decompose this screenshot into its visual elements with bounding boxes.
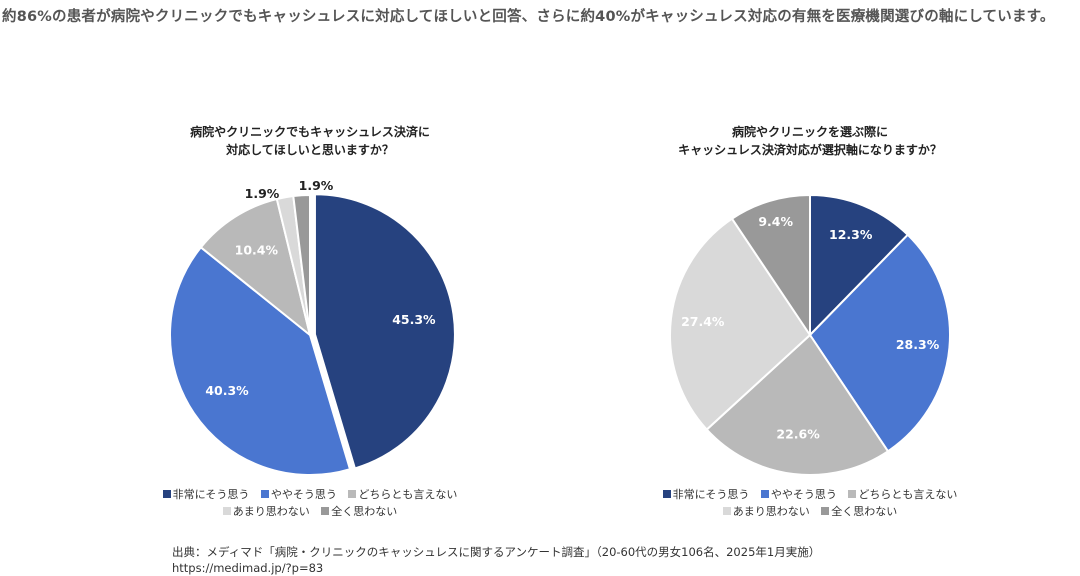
legend-label: ややそう思う: [270, 488, 337, 501]
source-citation: 出典：メディマド「病院・クリニックのキャッシュレスに関するアンケート調査」（20…: [172, 545, 821, 559]
chart2-legend-item: どちらとも言えない: [848, 486, 957, 503]
legend-label: ややそう思う: [770, 488, 837, 501]
chart2-legend-row1: 非常にそう思う ややそう思う どちらとも言えない: [610, 486, 1010, 503]
chart1-legend-item: ややそう思う: [260, 486, 337, 503]
pie-slice: [313, 193, 456, 470]
headline: 約86%の患者が病院やクリニックでもキャッシュレスに対応してほしいと回答、さらに…: [2, 9, 1055, 25]
legend-label: どちらとも言えない: [358, 488, 458, 501]
slice-value-label: 9.4%: [758, 214, 793, 229]
chart2-title-line2: キャッシュレス決済対応が選択軸になりますか？: [678, 143, 942, 157]
pie-slice: [169, 245, 352, 476]
slice-value-label: 12.3%: [829, 227, 873, 242]
legend-swatch: [162, 490, 171, 498]
source-note: 出典：メディマド「病院・クリニックのキャッシュレスに関するアンケート調査」（20…: [172, 544, 820, 576]
legend-label: 非常にそう思う: [172, 488, 250, 501]
legend-label: あまり思わない: [732, 505, 810, 518]
legend-swatch: [222, 507, 231, 515]
chart2-title: 病院やクリニックを選ぶ際に キャッシュレス決済対応が選択軸になりますか？: [610, 123, 1010, 159]
slice-value-label: 27.4%: [681, 314, 725, 329]
legend-swatch: [260, 490, 269, 498]
pie-slice: [669, 217, 812, 431]
pie-slice: [292, 193, 311, 336]
pie-slice: [809, 193, 910, 338]
slice-value-label: 10.4%: [235, 243, 279, 258]
legend-swatch: [321, 507, 330, 515]
chart2-title-line1: 病院やクリニックを選ぶ際に: [731, 125, 888, 139]
pie-slice: [705, 333, 890, 476]
legend-swatch: [722, 507, 731, 515]
legend-swatch: [348, 490, 357, 498]
legend-label: 非常にそう思う: [672, 488, 750, 501]
legend-swatch: [821, 507, 830, 515]
chart2-legend-item: ややそう思う: [760, 486, 837, 503]
slice-value-label: 1.9%: [299, 178, 334, 193]
chart1-pie: 45.3% 40.3% 10.4% 1.9% 1.9%: [169, 178, 456, 476]
legend-swatch: [662, 490, 671, 498]
legend-label: 全く思わない: [331, 505, 398, 518]
chart1-title-line1: 病院やクリニックでもキャッシュレス決済に: [190, 125, 430, 139]
slice-value-label: 22.6%: [776, 426, 820, 441]
chart1-title: 病院やクリニックでもキャッシュレス決済に 対応してほしいと思いますか？: [110, 123, 510, 159]
chart1-legend-item: 全く思わない: [321, 503, 397, 520]
chart1-legend-row2: あまり思わない 全く思わない: [110, 503, 510, 520]
chart1-legend: 非常にそう思う ややそう思う どちらとも言えない あまり思わない 全く思わない: [110, 486, 510, 520]
slice-value-label: 40.3%: [205, 383, 249, 398]
slice-value-label: 45.3%: [392, 312, 436, 327]
slice-value-label: 1.9%: [245, 186, 280, 201]
chart2-legend-row2: あまり思わない 全く思わない: [610, 503, 1010, 520]
chart2-legend-item: 非常にそう思う: [662, 486, 750, 503]
chart2-legend-item: 全く思わない: [821, 503, 897, 520]
slice-value-label: 28.3%: [896, 337, 940, 352]
legend-label: 全く思わない: [831, 505, 898, 518]
legend-label: あまり思わない: [232, 505, 310, 518]
chart2-pie: 12.3% 28.3% 22.6% 27.4% 9.4%: [669, 193, 951, 476]
chart2-legend: 非常にそう思う ややそう思う どちらとも言えない あまり思わない 全く思わない: [610, 486, 1010, 520]
legend-swatch: [848, 490, 857, 498]
chart1-title-line2: 対応してほしいと思いますか？: [226, 143, 394, 157]
chart1-legend-item: あまり思わない: [222, 503, 310, 520]
chart1-legend-item: 非常にそう思う: [162, 486, 250, 503]
pie-slice: [199, 197, 312, 338]
pie-slice: [730, 193, 811, 339]
pie-slice: [808, 233, 951, 453]
chart1-legend-item: どちらとも言えない: [348, 486, 457, 503]
chart1-legend-row1: 非常にそう思う ややそう思う どちらとも言えない: [110, 486, 510, 503]
legend-label: どちらとも言えない: [858, 488, 958, 501]
source-url: https://medimad.jp/?p=83: [172, 561, 324, 575]
chart2-legend-item: あまり思わない: [722, 503, 810, 520]
legend-swatch: [760, 490, 769, 498]
